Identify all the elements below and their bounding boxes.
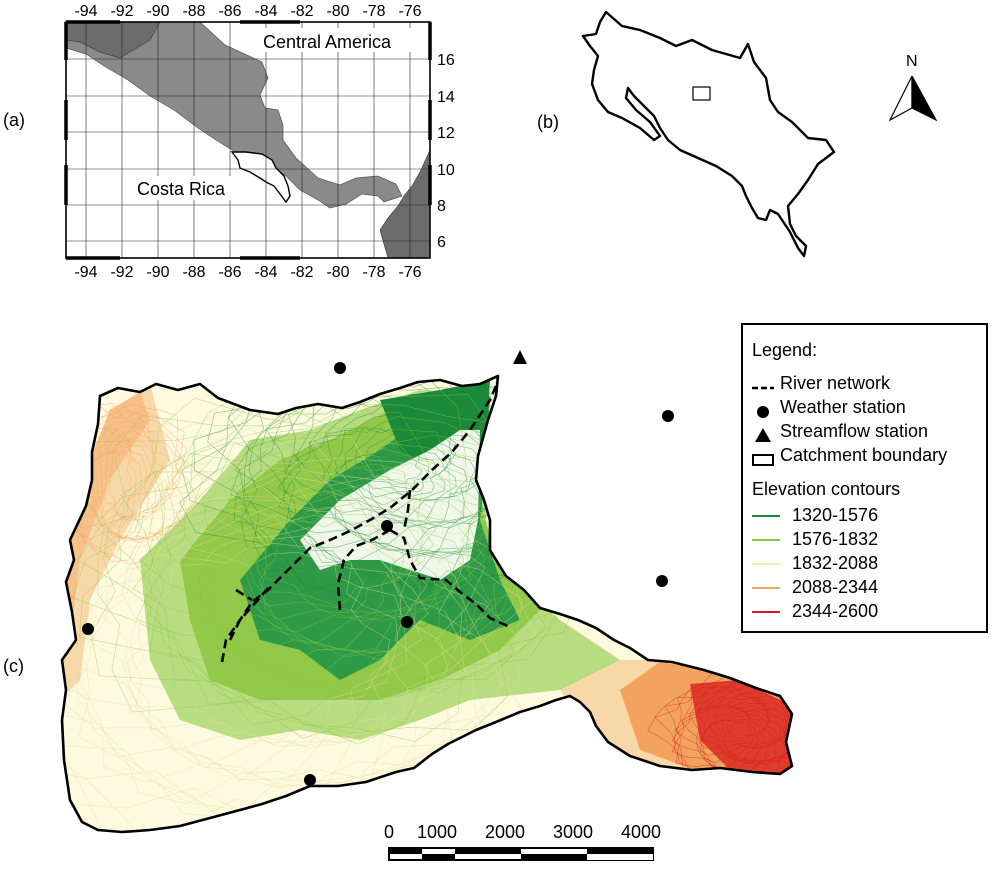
contour-line-icon — [752, 539, 780, 542]
inset-b-costa-rica — [581, 10, 836, 258]
legend-contour-1320-1576: 1320-1576 — [752, 505, 878, 526]
river-network — [220, 385, 513, 663]
dashed-line-icon — [752, 378, 774, 390]
scale-bar-label: 1000 — [417, 822, 457, 842]
tick-label: 16 — [437, 52, 455, 69]
tick-label: -92 — [110, 3, 133, 20]
catchment-location-box — [692, 86, 711, 101]
circle-icon — [752, 402, 774, 419]
panel-label-a: (a) — [3, 110, 25, 130]
weather-station — [656, 575, 668, 587]
inset-a-region-label: Central America — [263, 32, 392, 52]
tick-label: -78 — [362, 3, 385, 20]
inset-a-country-label: Costa Rica — [137, 179, 226, 199]
scale-bar-labels: 0 1000 2000 3000 4000 — [384, 822, 661, 842]
tick-label: -84 — [254, 264, 277, 281]
tick-label: -80 — [326, 3, 349, 20]
tick-label: -86 — [218, 264, 241, 281]
legend-item-label: Streamflow station — [780, 421, 929, 441]
legend-item-river-network: River network — [752, 373, 890, 394]
north-arrow: N — [888, 53, 938, 122]
tick-label: -80 — [326, 264, 349, 281]
inset-a-right-tick-labels: 16 14 12 10 8 6 — [437, 52, 455, 251]
tick-label: -76 — [398, 3, 421, 20]
catchment-elevation-map — [60, 350, 794, 834]
tick-label: 14 — [437, 89, 455, 106]
weather-station — [304, 774, 316, 786]
triangle-icon — [752, 426, 774, 443]
inset-a-grid — [66, 22, 430, 258]
tick-label: 12 — [437, 125, 455, 142]
legend-contour-title: Elevation contours — [752, 479, 901, 499]
tick-label: -94 — [74, 3, 97, 20]
costa-rica-outline — [230, 151, 291, 204]
streamflow-station — [513, 350, 527, 364]
legend-contour-2344-2600: 2344-2600 — [752, 601, 878, 622]
tick-label: -82 — [290, 3, 313, 20]
contour-line-icon — [752, 563, 780, 566]
scale-bar-label: 3000 — [553, 822, 593, 842]
weather-station — [381, 520, 393, 532]
tick-label: -94 — [74, 264, 97, 281]
inset-a-frame: -94 -92 -90 -88 -86 -84 -82 -80 -78 -76 -94 -92 -90… — [64, 3, 455, 281]
panel-label-b: (b) — [537, 112, 559, 132]
weather-station — [334, 362, 346, 374]
weather-stations — [82, 362, 674, 786]
tick-label: -88 — [182, 3, 205, 20]
map-legend: Legend: River network Weather station St… — [741, 323, 988, 633]
tick-label: -90 — [146, 264, 169, 281]
inset-a-bottom-tick-labels: -94 -92 -90 -88 -86 -84 -82 -80 -78 -76 — [74, 264, 421, 281]
legend-contour-label: 1832-2088 — [792, 553, 879, 573]
tick-label: 8 — [437, 198, 446, 215]
tick-label: -76 — [398, 264, 421, 281]
central-america-landmass — [66, 22, 403, 209]
legend-contour-label: 1320-1576 — [792, 505, 879, 525]
rectangle-icon — [752, 450, 774, 467]
legend-contour-label: 1576-1832 — [792, 529, 879, 549]
scale-bar-label: 4000 — [621, 822, 661, 842]
inset-a-frame-ticks — [64, 20, 432, 260]
tick-label: -92 — [110, 264, 133, 281]
legend-contour-label: 2344-2600 — [792, 601, 879, 621]
contour-line-icon — [752, 515, 780, 518]
legend-item-label: River network — [780, 373, 891, 393]
north-arrow-label: N — [906, 53, 918, 70]
tick-label: -90 — [146, 3, 169, 20]
tick-label: 6 — [437, 234, 446, 251]
legend-item-label: Catchment boundary — [780, 445, 948, 465]
inset-a-top-tick-labels: -94 -92 -90 -88 -86 -84 -82 -80 -78 -76 — [74, 3, 421, 20]
tick-label: -86 — [218, 3, 241, 20]
caribbean-dark-land — [66, 22, 161, 59]
scale-bar-label: 2000 — [485, 822, 525, 842]
weather-station — [401, 616, 413, 628]
tick-label: -84 — [254, 3, 277, 20]
tick-label: -88 — [182, 264, 205, 281]
contour-line-icon — [752, 587, 780, 590]
legend-item-label: Weather station — [780, 397, 906, 417]
panel-label-c: (c) — [3, 656, 24, 676]
costa-rica-outline-large — [581, 10, 836, 258]
contour-line-icon — [752, 611, 780, 614]
legend-item-catchment-boundary: Catchment boundary — [752, 445, 948, 467]
legend-contour-label: 2088-2344 — [792, 577, 879, 597]
legend-title: Legend: — [752, 340, 818, 360]
scale-bar: 0 1000 2000 3000 4000 — [384, 822, 661, 861]
scale-bar-label: 0 — [384, 822, 394, 842]
catchment-boundary — [60, 374, 794, 834]
legend-item-streamflow-station: Streamflow station — [752, 421, 929, 443]
tick-label: -78 — [362, 264, 385, 281]
legend-contour-1576-1832: 1576-1832 — [752, 529, 878, 550]
weather-station — [82, 623, 94, 635]
south-america-land — [379, 149, 430, 258]
contour-lines — [62, 376, 792, 832]
weather-station — [662, 410, 674, 422]
tick-label: 10 — [437, 162, 455, 179]
legend-contour-1832-2088: 1832-2088 — [752, 553, 878, 574]
tick-label: -82 — [290, 264, 313, 281]
legend-item-weather-station: Weather station — [752, 397, 906, 419]
legend-contour-2088-2344: 2088-2344 — [752, 577, 878, 598]
